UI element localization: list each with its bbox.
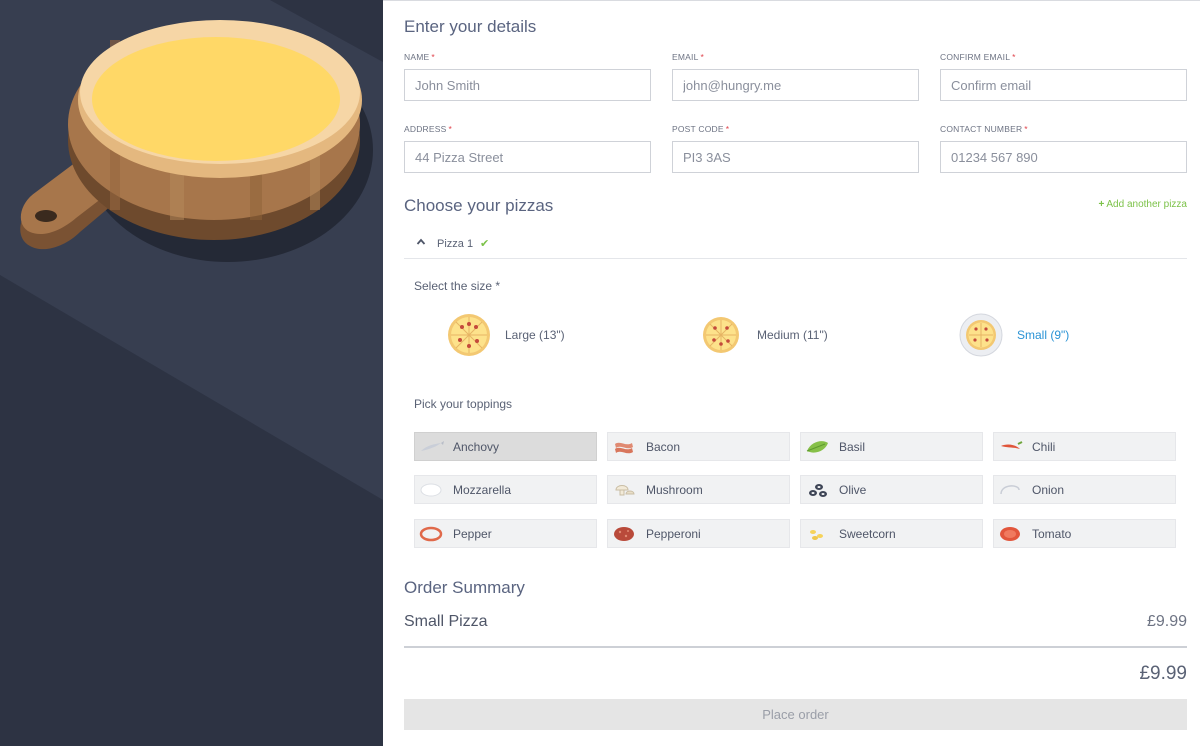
topping-mushroom[interactable]: Mushroom (607, 475, 790, 504)
required-mark: * (431, 52, 435, 62)
post-code-label-text: POST CODE (672, 124, 724, 134)
contact-number-label-text: CONTACT NUMBER (940, 124, 1023, 134)
order-form: Enter your details NAME* EMAIL* CONFIRM … (383, 0, 1200, 746)
topping-label: Anchovy (453, 439, 500, 454)
post-code-label: POST CODE * (672, 124, 729, 134)
email-label-text: EMAIL (672, 52, 699, 62)
topping-mozzarella[interactable]: Mozzarella (414, 475, 597, 504)
pepper-icon (419, 526, 443, 541)
pizza-tab-1[interactable]: Pizza 1 ✔ (404, 229, 1187, 259)
basil-icon (806, 440, 828, 453)
address-label-text: ADDRESS (404, 124, 447, 134)
mozzarella-icon (420, 483, 442, 496)
required-mark: * (725, 124, 730, 134)
topping-basil[interactable]: Basil (800, 432, 983, 461)
topping-label: Mushroom (646, 482, 703, 497)
contact-number-field[interactable] (940, 141, 1187, 173)
topping-pepper[interactable]: Pepper (414, 519, 597, 548)
confirm-email-field[interactable] (940, 69, 1187, 101)
pepperoni-icon (614, 526, 634, 541)
order-summary-title: Order Summary (404, 578, 525, 597)
topping-chili[interactable]: Chili (993, 432, 1176, 461)
plus-icon: + (1098, 199, 1105, 210)
size-option-medium[interactable]: Medium (11") (699, 313, 828, 357)
required-mark: * (700, 52, 705, 62)
size-heading: Select the size * (414, 279, 501, 293)
pizza-large-icon (448, 314, 490, 356)
topping-label: Mozzarella (453, 482, 512, 497)
hero-illustration-panel (0, 0, 383, 746)
topping-label: Olive (839, 482, 867, 497)
required-mark: * (448, 124, 453, 134)
address-field[interactable] (404, 141, 651, 173)
name-label-text: NAME (404, 52, 430, 62)
required-mark: * (1012, 52, 1016, 62)
confirm-email-label-text: CONFIRM EMAIL (940, 52, 1011, 62)
email-label: EMAIL * (672, 52, 704, 62)
anchovy-icon (421, 440, 444, 451)
topping-bacon[interactable]: Bacon (607, 432, 790, 461)
topping-pepperoni[interactable]: Pepperoni (607, 519, 790, 548)
chili-icon (1001, 440, 1023, 449)
name-field[interactable] (404, 69, 651, 101)
chevron-up-icon (416, 238, 426, 245)
topping-label: Sweetcorn (839, 526, 896, 541)
contact-number-label: CONTACT NUMBER * (940, 124, 1028, 134)
size-label-small: Small (9") (1017, 328, 1070, 342)
add-another-pizza-label: Add another pizza (1106, 199, 1187, 210)
order-total: £9.99 (1139, 663, 1187, 684)
topping-olive[interactable]: Olive (800, 475, 983, 504)
topping-sweetcorn[interactable]: Sweetcorn (800, 519, 983, 548)
sweetcorn-icon (810, 529, 823, 540)
post-code-field[interactable] (672, 141, 919, 173)
size-option-large[interactable]: Large (13") (447, 313, 565, 357)
topping-anchovy[interactable]: Anchovy (414, 432, 597, 461)
pizzas-title: Choose your pizzas (404, 196, 554, 215)
topping-label: Chili (1032, 439, 1056, 454)
topping-label: Pepper (453, 526, 492, 541)
size-label-large: Large (13") (505, 328, 565, 342)
summary-item-price: £9.99 (1146, 613, 1187, 630)
mushroom-icon (615, 484, 635, 495)
topping-label: Basil (839, 439, 866, 454)
address-label: ADDRESS * (404, 124, 452, 134)
topping-label: Pepperoni (646, 526, 701, 541)
onion-icon (1000, 484, 1020, 494)
topping-onion[interactable]: Onion (993, 475, 1176, 504)
confirm-email-label: CONFIRM EMAIL * (940, 52, 1016, 62)
pizza-medium-icon (703, 317, 739, 353)
pizza-small-icon (959, 313, 1003, 357)
olive-icon (809, 483, 827, 497)
size-label-medium: Medium (11") (757, 328, 828, 342)
topping-label: Tomato (1032, 526, 1072, 541)
email-field[interactable] (672, 69, 919, 101)
tomato-icon (1000, 526, 1020, 541)
toppings-heading: Pick your toppings (414, 397, 513, 411)
add-another-pizza-link[interactable]: + Add another pizza (1099, 199, 1187, 210)
pizza-board-illustration (0, 0, 383, 500)
size-option-small[interactable]: Small (9") (959, 313, 1069, 357)
required-mark: * (1024, 124, 1028, 134)
topping-tomato[interactable]: Tomato (993, 519, 1176, 548)
check-icon: ✔ (480, 238, 490, 250)
summary-item-name: Small Pizza (404, 613, 488, 630)
place-order-button[interactable]: Place order (404, 699, 1187, 730)
topping-label: Onion (1032, 482, 1065, 497)
details-title: Enter your details (404, 17, 537, 36)
summary-line-item: Small Pizza £9.99 (404, 613, 1187, 633)
summary-divider (404, 646, 1187, 648)
bacon-icon (615, 442, 633, 453)
name-label: NAME * (404, 52, 435, 62)
topping-label: Bacon (646, 439, 681, 454)
pizza-tab-label: Pizza 1 (437, 238, 474, 250)
